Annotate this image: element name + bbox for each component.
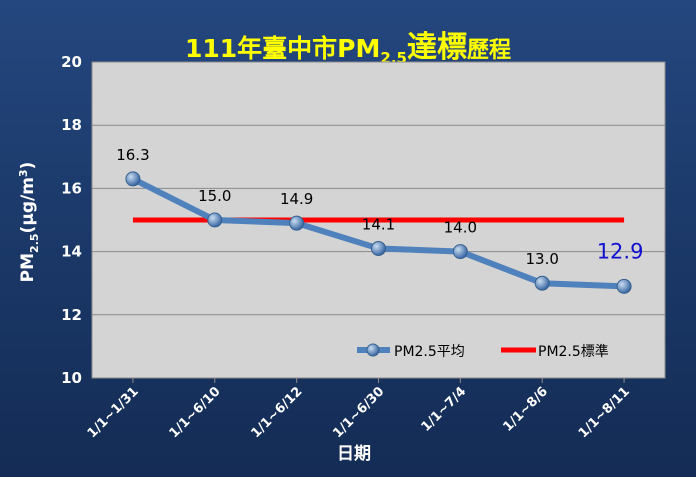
data-label: 14.9	[280, 190, 313, 208]
y-tick-label: 16	[61, 179, 82, 197]
x-axis-title: 日期	[337, 444, 371, 464]
y-axis-title: PM2.5(μg/m3)	[17, 162, 41, 283]
legend-label-average: PM2.5平均	[394, 344, 465, 360]
x-tick-label: 1/1~1/31	[85, 384, 142, 441]
legend-marker-average	[366, 343, 380, 357]
series-point-average	[616, 278, 632, 294]
x-tick-label: 1/1~7/4	[419, 384, 470, 435]
y-tick-label: 12	[61, 306, 82, 324]
x-tick-label: 1/1~8/6	[500, 384, 551, 435]
title-main: 111年臺中市PM	[185, 34, 381, 63]
title-tail: 歷程	[466, 38, 511, 63]
series-point-average	[452, 244, 468, 260]
series-point-average	[207, 212, 223, 228]
title-emphasis: 達標	[406, 30, 467, 65]
data-labels: 16.3 15.0 14.9 14.1 14.0 13.0 12.9	[116, 146, 643, 268]
series-point-average	[125, 171, 141, 187]
y-axis-ticks: 10 12 14 16 18 20	[61, 53, 82, 387]
series-point-average	[289, 215, 305, 231]
y-tick-label: 10	[61, 369, 82, 387]
x-tick-label: 1/1~6/30	[330, 384, 387, 441]
y-tick-label: 14	[61, 243, 82, 261]
data-label: 12.9	[597, 239, 644, 263]
x-axis-ticks: 1/1~1/31 1/1~6/10 1/1~6/12 1/1~6/30 1/1~7/4 1…	[85, 378, 633, 441]
series-point-average	[534, 275, 550, 291]
chart-title: 111年臺中市PM2.5達標歷程	[0, 22, 696, 67]
x-tick-label: 1/1~8/11	[576, 384, 633, 441]
data-label: 15.0	[198, 187, 231, 205]
series-point-average	[371, 240, 386, 256]
x-tick-label: 1/1~6/10	[167, 384, 224, 441]
data-label: 14.1	[362, 215, 395, 233]
y-tick-label: 18	[61, 116, 82, 134]
data-label: 16.3	[116, 146, 149, 164]
legend: PM2.5平均 PM2.5標準	[357, 343, 609, 360]
y-tick-label: 20	[61, 53, 82, 71]
data-label: 14.0	[444, 219, 477, 237]
x-tick-label: 1/1~6/12	[248, 384, 305, 441]
legend-label-standard: PM2.5標準	[538, 344, 609, 360]
data-label: 13.0	[526, 250, 559, 268]
series-layer	[125, 171, 632, 294]
